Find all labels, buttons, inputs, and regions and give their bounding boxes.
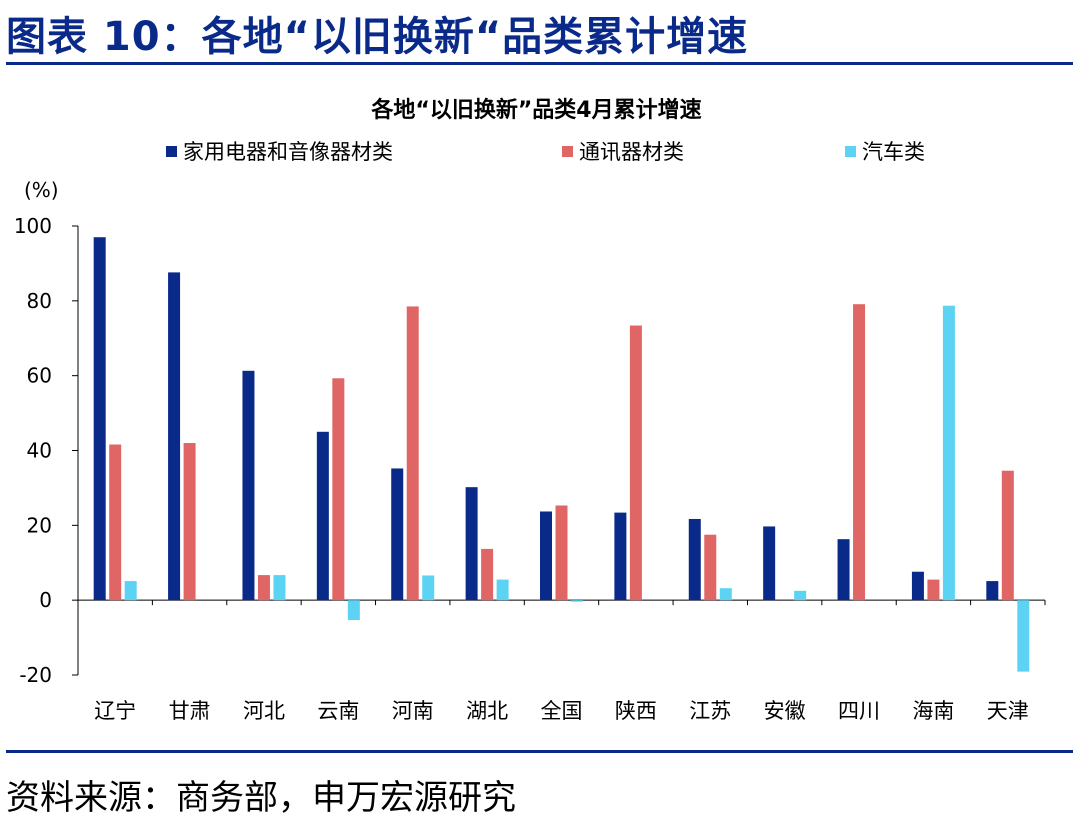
bar-telecom [555, 505, 568, 601]
bar-appliances [93, 237, 106, 601]
bar-auto [347, 600, 360, 620]
y-tick-label: 80 [27, 289, 52, 313]
bar-auto [422, 575, 435, 601]
x-tick-label: 四川 [838, 699, 880, 723]
bar-telecom [704, 534, 717, 601]
chart-title: 各地“以旧换新”品类4月累计增速 [371, 98, 702, 123]
legend-item-telecom: 通讯器材类 [562, 136, 684, 166]
bar-auto [942, 305, 955, 601]
x-tick-label: 海南 [912, 699, 954, 723]
y-tick-label: 60 [27, 364, 52, 388]
x-tick-label: 天津 [987, 699, 1029, 723]
x-tick-label: 河北 [243, 699, 285, 723]
x-tick-label: 河南 [392, 699, 434, 723]
source-note: 资料来源：商务部，申万宏源研究 [6, 778, 516, 818]
legend-swatch-appliances [166, 145, 177, 157]
bar-appliances [837, 539, 850, 601]
legend-item-appliances: 家用电器和音像器材类 [166, 136, 393, 166]
bar-telecom [927, 579, 940, 601]
legend-label-auto: 汽车类 [862, 140, 925, 164]
legend-label-appliances: 家用电器和音像器材类 [183, 140, 393, 164]
bar-appliances [168, 272, 181, 601]
x-tick-label: 云南 [317, 699, 359, 723]
legend-swatch-auto [845, 145, 856, 157]
bar-auto [273, 575, 286, 601]
bar-auto [571, 600, 583, 602]
bar-telecom [257, 575, 270, 601]
bar-telecom [481, 548, 494, 601]
footer-divider [6, 750, 1073, 753]
legend-item-auto: 汽车类 [845, 136, 925, 166]
bar-appliances [316, 431, 329, 601]
bar-appliances [614, 512, 627, 601]
bar-auto [794, 590, 807, 601]
x-tick-label: 安徽 [764, 699, 806, 723]
bar-auto [124, 581, 137, 601]
figure-title: 图表 10：各地“以旧换新“品类累计增速 [6, 14, 749, 60]
bar-auto [719, 588, 732, 601]
bar-telecom [629, 325, 642, 601]
bar-appliances [911, 571, 924, 601]
x-tick-label: 辽宁 [94, 699, 136, 723]
y-tick-label: -20 [19, 663, 52, 687]
header-divider [6, 62, 1073, 65]
bar-chart: -20 0 20 40 60 80 100 辽宁 甘肃 河北 云南 河南 湖北 全国 陕西 江苏 安徽 四川 海南 天… [14, 214, 1046, 723]
bar-telecom [406, 306, 419, 601]
chart-bars [93, 237, 1030, 672]
bar-telecom [332, 378, 345, 601]
y-tick-label: 20 [27, 513, 52, 537]
y-tick-label: 100 [14, 214, 52, 238]
chart-axes [72, 225, 1046, 676]
y-tick-label: 40 [27, 439, 52, 463]
legend-swatch-telecom [562, 145, 573, 157]
bar-telecom [853, 304, 866, 601]
bar-appliances [688, 518, 701, 601]
y-axis-unit: (%) [24, 178, 59, 202]
bar-auto [1017, 600, 1030, 672]
bar-appliances [540, 511, 552, 601]
legend-label-telecom: 通讯器材类 [579, 140, 684, 164]
bar-telecom [183, 443, 196, 601]
chart-legend: 家用电器和音像器材类 通讯器材类 汽车类 [0, 136, 1073, 166]
bar-telecom [1001, 470, 1014, 601]
chart-labels: -20 0 20 40 60 80 100 辽宁 甘肃 河北 云南 河南 湖北 全国 陕西 江苏 安徽 四川 海南 天… [14, 214, 1029, 723]
y-tick-label: 0 [39, 588, 52, 612]
bar-auto [496, 579, 509, 601]
bar-appliances [242, 370, 255, 601]
bar-appliances [465, 487, 478, 601]
x-tick-label: 江苏 [689, 699, 731, 723]
x-tick-label: 陕西 [615, 699, 657, 723]
bar-telecom [109, 444, 122, 601]
bar-appliances [763, 526, 776, 601]
x-tick-label: 甘肃 [169, 699, 211, 723]
x-tick-label: 湖北 [466, 699, 508, 723]
bar-appliances [391, 468, 404, 601]
x-tick-label: 全国 [541, 699, 583, 723]
bar-appliances [986, 581, 999, 601]
